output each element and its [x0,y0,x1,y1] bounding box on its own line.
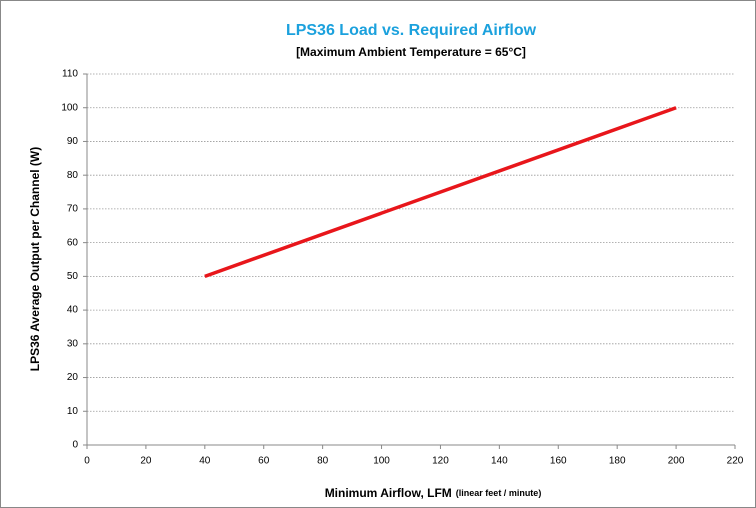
x-tick-label: 100 [373,456,390,467]
x-tick-label: 80 [317,456,329,467]
y-tick-label: 100 [61,102,78,113]
chart-title: LPS36 Load vs. Required Airflow [286,22,537,39]
x-axis-note: (linear feet / minute) [456,488,542,498]
y-tick-label: 60 [67,237,79,248]
x-tick-label: 120 [432,456,449,467]
x-tick-label: 0 [84,456,90,467]
x-tick-label: 200 [668,456,685,467]
x-axis-label: Minimum Airflow, LFM (linear feet / minut… [325,486,542,500]
y-tick-label: 20 [67,372,79,383]
x-tick-label: 20 [140,456,152,467]
y-tick-label: 50 [67,271,79,282]
x-tick-label: 220 [727,456,744,467]
x-tick-label: 60 [258,456,270,467]
y-tick-label: 30 [67,338,79,349]
y-tick-label: 110 [62,69,78,80]
y-tick-label: 70 [67,204,79,215]
x-tick-label: 180 [609,456,626,467]
y-tick-label: 80 [67,170,79,181]
x-axis-title: Minimum Airflow, LFM [325,486,452,500]
y-tick-label: 10 [67,406,79,417]
x-tick-label: 160 [550,456,567,467]
chart-subtitle: [Maximum Ambient Temperature = 65°C] [296,45,526,59]
x-tick-label: 140 [491,456,508,467]
y-tick-label: 40 [67,305,79,316]
y-tick-label: 0 [72,440,78,451]
y-axis-label: LPS36 Average Output per Channel (W) [28,147,42,371]
x-tick-label: 40 [199,456,211,467]
data-line [204,106,677,279]
y-tick-label: 90 [67,136,79,147]
